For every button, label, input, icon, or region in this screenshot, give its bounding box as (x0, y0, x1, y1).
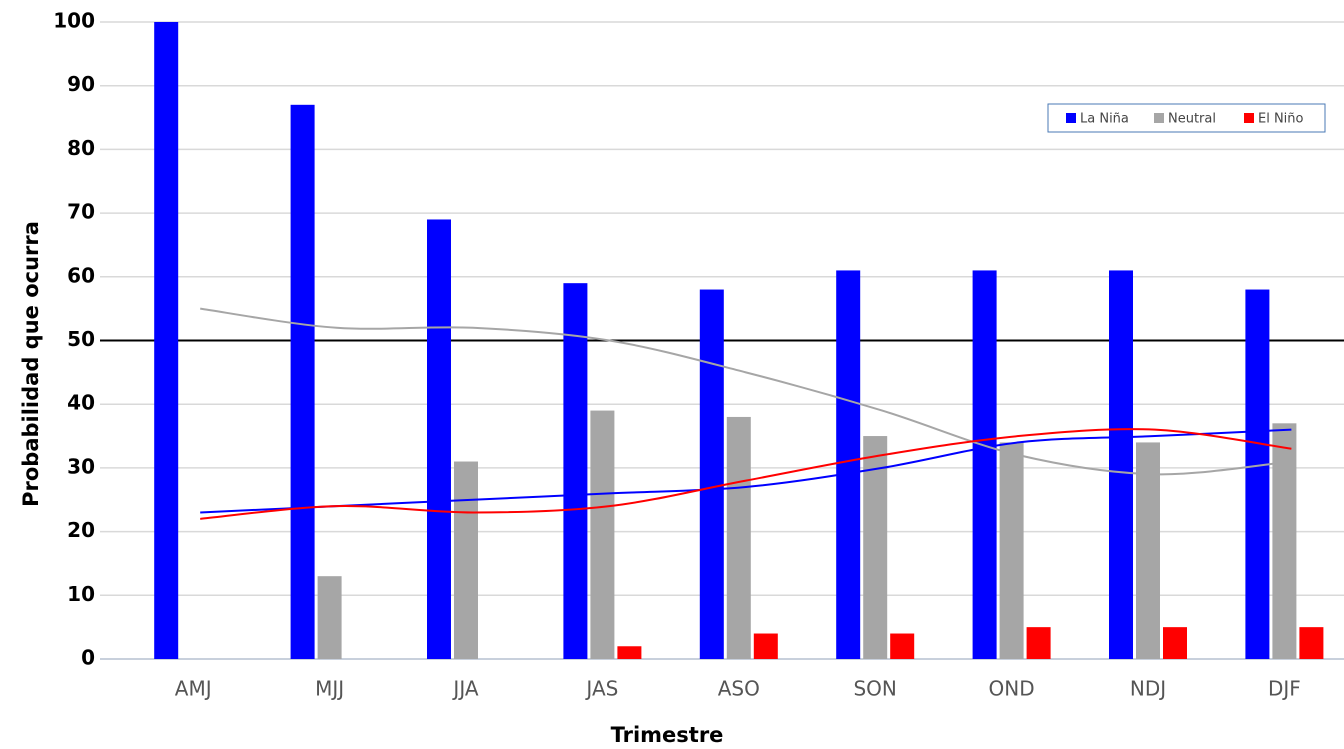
trend-line (200, 307, 1292, 476)
trend-line (200, 428, 1292, 514)
bar (972, 270, 997, 659)
legend-swatch (1244, 113, 1254, 123)
y-tick-label: 70 (67, 200, 95, 224)
x-tick-label: DJF (1268, 677, 1301, 701)
x-axis-title: Trimestre (611, 723, 724, 747)
y-tick-label: 40 (67, 391, 95, 415)
y-tick-label: 10 (67, 582, 95, 606)
x-tick-label: OND (989, 677, 1035, 701)
bar (154, 22, 179, 659)
bar (999, 442, 1024, 659)
bar (1272, 423, 1297, 659)
y-tick-label: 0 (81, 646, 95, 670)
bar (726, 416, 751, 659)
bar (863, 436, 888, 659)
x-tick-label: ASO (718, 677, 760, 701)
y-tick-label: 20 (67, 518, 95, 542)
y-axis-title: Probabilidad que ocurra (19, 221, 43, 507)
y-tick-label: 90 (67, 72, 95, 96)
bar (427, 219, 451, 659)
y-tick-label: 60 (67, 263, 95, 287)
legend-swatch (1154, 113, 1164, 123)
y-tick-label: 80 (67, 136, 95, 160)
y-tick-label: 100 (53, 9, 95, 33)
bar (1245, 289, 1270, 659)
legend-label: Neutral (1168, 112, 1216, 127)
trend-line (200, 428, 1292, 520)
legend-box (1047, 103, 1326, 133)
legend-label: El Niño (1258, 112, 1304, 127)
y-tick-label: 50 (67, 327, 95, 351)
bar (890, 633, 915, 659)
bar (699, 289, 724, 659)
bar (290, 104, 315, 659)
bar (563, 283, 588, 659)
bar (1136, 442, 1160, 659)
x-tick-label: MJJ (315, 677, 344, 701)
bar (617, 646, 642, 659)
x-tick-label: SON (853, 677, 896, 701)
x-tick-label: JJA (451, 677, 478, 701)
x-tick-label: AMJ (175, 677, 212, 701)
x-tick-label: JAS (584, 677, 618, 701)
y-tick-label: 30 (67, 454, 95, 478)
bar (590, 410, 615, 659)
legend-label: La Niña (1080, 112, 1129, 127)
x-tick-label: NDJ (1130, 677, 1166, 701)
bar (1163, 627, 1187, 659)
bar (753, 633, 778, 659)
legend-swatch (1066, 113, 1076, 123)
bar (1026, 627, 1051, 659)
bar (317, 576, 342, 659)
bar (1109, 270, 1133, 659)
bar (1299, 627, 1324, 659)
bar (836, 270, 861, 659)
bar (454, 461, 478, 659)
